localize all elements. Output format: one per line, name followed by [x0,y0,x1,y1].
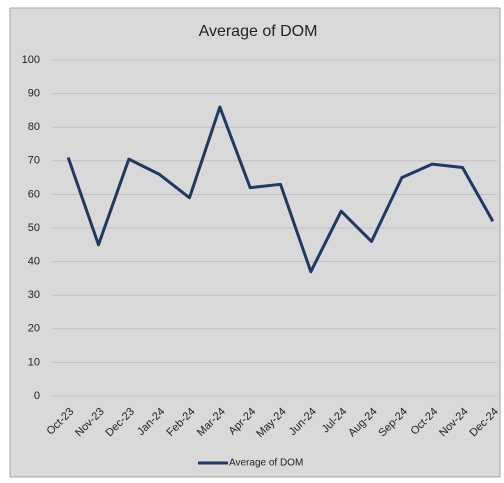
y-tick-label: 20 [28,323,40,335]
y-tick-label: 60 [28,188,40,200]
y-tick-label: 90 [28,88,40,100]
y-tick-label: 40 [28,256,40,268]
y-tick-label: 30 [28,289,40,301]
y-tick-label: 0 [34,390,40,402]
line-series [66,105,495,274]
y-tick-label: 10 [28,356,40,368]
y-tick-label: 50 [28,222,40,234]
legend-label: Average of DOM [229,458,303,469]
y-tick-label: 70 [28,155,40,167]
y-tick-label: 100 [22,54,40,66]
chart-background [9,7,501,478]
y-tick-label: 80 [28,121,40,133]
chart-title: Average of DOM [199,23,318,40]
